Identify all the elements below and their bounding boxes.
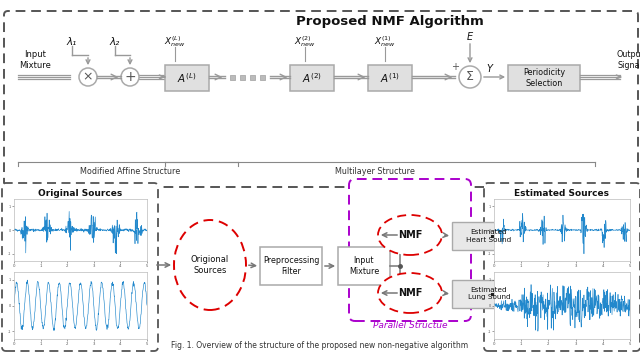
Bar (508, 65, 580, 91)
Ellipse shape (378, 215, 442, 255)
Bar (165, 65, 209, 91)
Text: Origional
Sources: Origional Sources (191, 255, 229, 275)
Text: Preprocessing
Filter: Preprocessing Filter (263, 256, 319, 276)
Text: λ₁: λ₁ (67, 37, 77, 47)
FancyBboxPatch shape (484, 183, 640, 351)
Text: +: + (124, 70, 136, 84)
Text: Original Sources: Original Sources (38, 189, 122, 197)
Text: $A^{(2)}$: $A^{(2)}$ (302, 71, 322, 85)
Bar (165, 162, 595, 166)
Text: Estimated Sources: Estimated Sources (515, 189, 609, 197)
Text: Y: Y (486, 64, 492, 74)
Text: $X_{new}^{(L)}$: $X_{new}^{(L)}$ (164, 34, 186, 49)
Text: NMF: NMF (398, 230, 422, 240)
Text: Estimated
Heart Sound: Estimated Heart Sound (467, 229, 511, 242)
Text: λ₂: λ₂ (110, 37, 120, 47)
FancyBboxPatch shape (4, 11, 638, 187)
Text: $X_{new}^{(2)}$: $X_{new}^{(2)}$ (294, 34, 316, 49)
Text: Fig. 1. Overview of the structure of the proposed new non-negative algorithm: Fig. 1. Overview of the structure of the… (172, 341, 468, 350)
Circle shape (459, 66, 481, 88)
Bar (290, 65, 334, 91)
Text: Input
Mixture: Input Mixture (19, 50, 51, 70)
Bar (250, 75, 255, 80)
FancyBboxPatch shape (349, 179, 471, 321)
Bar (260, 75, 265, 80)
Bar (452, 280, 526, 308)
Text: NMF: NMF (398, 288, 422, 298)
Text: Periodicity
Selection: Periodicity Selection (523, 68, 565, 88)
Ellipse shape (174, 220, 246, 310)
Bar (230, 75, 235, 80)
FancyBboxPatch shape (2, 183, 158, 351)
Bar (260, 247, 322, 285)
Text: ×: × (83, 71, 93, 83)
Ellipse shape (378, 273, 442, 313)
Text: Output
Signal: Output Signal (616, 50, 640, 70)
Bar (240, 75, 245, 80)
Bar (452, 222, 526, 250)
Text: Σ: Σ (466, 71, 474, 83)
Text: +: + (451, 62, 459, 72)
Text: Input
Mixture: Input Mixture (349, 256, 379, 276)
Text: $A^{(L)}$: $A^{(L)}$ (177, 71, 196, 85)
Text: $X_{new}^{(1)}$: $X_{new}^{(1)}$ (374, 34, 396, 49)
Text: Modified Affine Structure: Modified Affine Structure (80, 166, 180, 175)
Circle shape (79, 68, 97, 86)
Bar (338, 247, 390, 285)
Text: Proposed NMF Algorithm: Proposed NMF Algorithm (296, 16, 484, 28)
Text: Parallel Structue: Parallel Structue (372, 322, 447, 331)
Text: E: E (467, 32, 473, 42)
Text: Multilayer Structure: Multilayer Structure (335, 166, 415, 175)
Text: $A^{(1)}$: $A^{(1)}$ (380, 71, 400, 85)
Circle shape (121, 68, 139, 86)
Bar (368, 65, 412, 91)
Text: Estimated
Lung Sound: Estimated Lung Sound (468, 288, 510, 300)
